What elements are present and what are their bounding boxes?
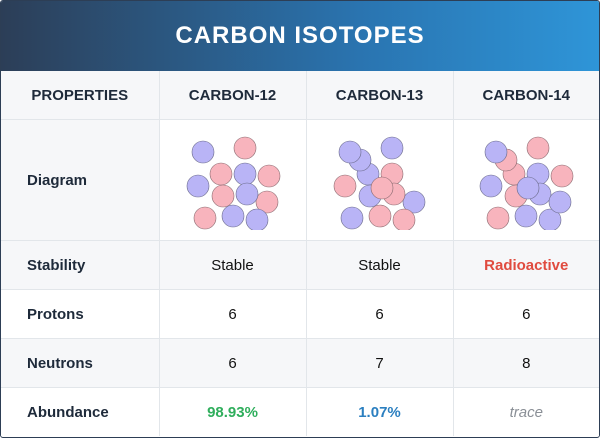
protons-row: Protons 6 6 6 bbox=[1, 289, 599, 339]
diagram-cell-carbon-13 bbox=[306, 119, 454, 241]
neutrons-carbon-14: 8 bbox=[453, 338, 599, 388]
neutron-particle bbox=[235, 182, 258, 206]
protons-carbon-13: 6 bbox=[306, 289, 454, 339]
neutron-particle bbox=[233, 162, 256, 186]
neutron-particle bbox=[221, 204, 244, 228]
diagram-cell-carbon-12 bbox=[159, 119, 307, 241]
stability-carbon-12: Stable bbox=[159, 240, 307, 290]
stability-row: Stability Stable Stable Radioactive bbox=[1, 240, 599, 290]
protons-carbon-12: 6 bbox=[159, 289, 307, 339]
neutrons-row: Neutrons 6 7 8 bbox=[1, 338, 599, 388]
protons-carbon-14: 6 bbox=[453, 289, 599, 339]
carbon-13-nucleus-diagram bbox=[333, 136, 425, 230]
neutron-particle bbox=[402, 190, 425, 214]
neutron-particle bbox=[380, 136, 403, 160]
proton-particle bbox=[193, 206, 216, 230]
proton-particle bbox=[550, 164, 574, 188]
neutron-particle bbox=[484, 140, 508, 164]
abundance-carbon-13: 1.07% bbox=[306, 387, 454, 436]
neutron-particle bbox=[191, 140, 214, 164]
stability-carbon-14: Radioactive bbox=[453, 240, 599, 290]
proton-particle bbox=[257, 164, 280, 188]
proton-particle bbox=[392, 208, 415, 230]
carbon-14-nucleus-diagram bbox=[479, 136, 574, 230]
neutrons-carbon-12: 6 bbox=[159, 338, 307, 388]
abundance-row: Abundance 98.93% 1.07% trace bbox=[1, 387, 599, 436]
carbon-12-nucleus-diagram bbox=[186, 136, 280, 230]
neutrons-carbon-13: 7 bbox=[306, 338, 454, 388]
page-title: CARBON ISOTOPES bbox=[175, 22, 425, 49]
neutron-particle bbox=[548, 190, 572, 214]
abundance-carbon-14: trace bbox=[453, 387, 599, 436]
neutron-particle bbox=[514, 204, 538, 228]
proton-particle bbox=[333, 174, 356, 198]
proton-particle bbox=[486, 206, 510, 230]
row-label-protons: Protons bbox=[1, 289, 160, 339]
neutron-particle bbox=[479, 174, 503, 198]
row-label-diagram: Diagram bbox=[1, 119, 160, 241]
row-label-abundance: Abundance bbox=[1, 387, 160, 436]
neutron-particle bbox=[340, 206, 363, 230]
header-carbon-12: CARBON-12 bbox=[159, 71, 307, 120]
proton-particle bbox=[526, 136, 550, 160]
neutron-particle bbox=[516, 176, 540, 200]
header-row: PROPERTIES CARBON-12 CARBON-13 CARBON-14 bbox=[1, 71, 599, 120]
title-bar: CARBON ISOTOPES bbox=[1, 1, 599, 71]
row-label-stability: Stability bbox=[1, 240, 160, 290]
neutron-particle bbox=[186, 174, 209, 198]
neutron-particle bbox=[245, 208, 268, 230]
neutron-particle bbox=[538, 208, 562, 230]
diagram-cell-carbon-14 bbox=[453, 119, 599, 241]
neutron-particle bbox=[338, 140, 361, 164]
proton-particle bbox=[368, 204, 391, 228]
row-label-neutrons: Neutrons bbox=[1, 338, 160, 388]
stability-carbon-13: Stable bbox=[306, 240, 454, 290]
proton-particle bbox=[370, 176, 393, 200]
abundance-carbon-12: 98.93% bbox=[159, 387, 307, 436]
header-properties: PROPERTIES bbox=[1, 71, 160, 120]
proton-particle bbox=[209, 162, 232, 186]
proton-particle bbox=[211, 184, 234, 208]
proton-particle bbox=[255, 190, 278, 214]
header-carbon-13: CARBON-13 bbox=[306, 71, 454, 120]
isotopes-table: PROPERTIES CARBON-12 CARBON-13 CARBON-14… bbox=[1, 71, 599, 436]
header-carbon-14: CARBON-14 bbox=[453, 71, 599, 120]
proton-particle bbox=[233, 136, 256, 160]
diagram-row: Diagram bbox=[1, 119, 599, 241]
